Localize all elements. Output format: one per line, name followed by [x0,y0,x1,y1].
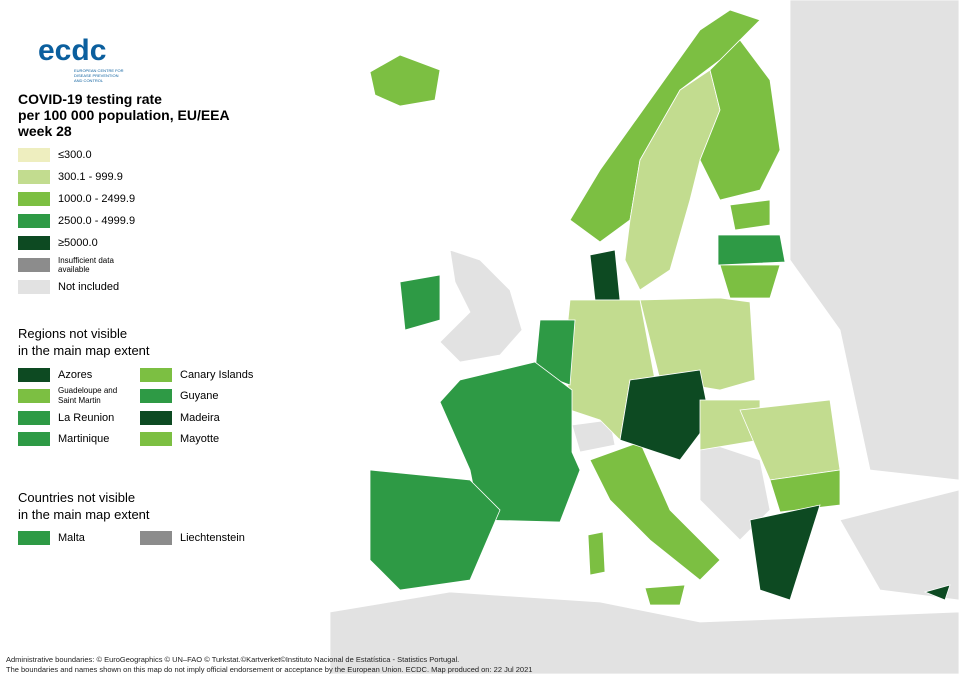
finland [699,39,781,201]
czechia-austria [619,369,711,461]
legend-label: Malta [58,531,85,544]
swatch [18,280,50,294]
legend-item: ≥5000.0 [18,232,136,254]
not-included-switzerland [571,419,616,453]
denmark [589,249,621,301]
not-included-uk [439,249,523,363]
title-line: per 100 000 population, EU/EEA [18,107,230,123]
legend-label: Mayotte [180,433,220,446]
swatch [18,258,50,272]
title: COVID-19 testing rate per 100 000 populat… [18,91,230,139]
legend-item: 2500.0 - 4999.9 [18,210,136,232]
footer-line: Administrative boundaries: © EuroGeograp… [6,655,460,664]
swatch [18,148,50,162]
legend-label: Martinique [58,433,110,446]
logo-subtitle: EUROPEAN CENTRE FOR DISEASE PREVENTION A… [74,68,124,83]
france [439,361,581,523]
legend-item: 1000.0 - 2499.9 [18,188,136,210]
countries-title: Countries not visible in the main map ext… [18,489,150,523]
swatch [18,410,50,425]
legend-label: 1000.0 - 2499.9 [58,193,136,205]
logo-name: ecdc [38,34,107,67]
swatch [18,214,50,228]
legend: ≤300.0 300.1 - 999.9 1000.0 - 2499.9 2500.0… [18,144,136,298]
swatch [18,432,50,447]
logo: ecdc EUROPEAN CENTRE FOR DISEASE PREVENT… [18,4,124,83]
title-line: week 28 [18,123,72,139]
legend-label: Azores [58,368,93,381]
swatch [18,530,50,545]
legend-label: Liechtenstein [180,531,245,544]
legend-item: ≤300.0 [18,144,136,166]
title-line: COVID-19 testing rate [18,91,162,107]
iberia [369,469,501,591]
regions-legend: Azores Canary Islands Guadeloupe and Saint… [18,364,280,450]
swatch [140,367,172,382]
region-item: Mayotte [140,429,280,451]
countries-legend: Malta Liechtenstein [18,527,280,549]
cyprus [923,584,951,601]
greece [749,504,821,601]
legend-label: Madeira [180,411,220,424]
sardinia [587,531,606,576]
legend-label: La Reunion [58,411,115,424]
region-item: Guadeloupe and Saint Martin [18,386,140,408]
section-title-line: Countries not visible [18,490,136,505]
swatch [140,530,172,545]
swatch [140,410,172,425]
swatch [18,192,50,206]
region-item: Canary Islands [140,364,280,386]
not-included-east [789,0,959,481]
legend-label: Guyane [180,390,219,403]
legend-label: 300.1 - 999.9 [58,171,123,183]
legend-label: ≥5000.0 [58,237,98,249]
footer-line: The boundaries and names shown on this m… [6,664,533,674]
swatch [18,389,50,404]
legend-item: 300.1 - 999.9 [18,166,136,188]
country-item: Malta [18,527,140,549]
legend-item: Not included [18,276,136,298]
swatch [18,236,50,250]
swatch [140,432,172,447]
latvia [717,234,786,266]
lithuania [719,264,781,299]
section-title-line: in the main map extent [18,343,150,358]
section-title-line: Regions not visible [18,326,128,341]
swatch [140,389,172,404]
legend-label: Canary Islands [180,368,254,381]
poland [639,297,756,391]
region-item: Martinique [18,429,140,451]
footer: Administrative boundaries: © EuroGeograp… [6,655,532,674]
iceland [369,54,441,107]
legend-label: Insufficient data available [58,256,114,274]
legend-label: ≤300.0 [58,149,92,161]
legend-item: Insufficient data available [18,254,136,276]
legend-label: Guadeloupe and Saint Martin [58,386,118,406]
regions-title: Regions not visible in the main map exten… [18,325,150,359]
region-item: Guyane [140,386,280,408]
bulgaria [769,469,841,513]
region-item: La Reunion [18,407,140,429]
benelux [534,319,576,386]
section-title-line: in the main map extent [18,507,150,522]
sicily [644,584,686,606]
legend-label: 2500.0 - 4999.9 [58,215,136,227]
region-item: Madeira [140,407,280,429]
sweden [624,69,721,291]
region-item: Azores [18,364,140,386]
italy [589,441,721,581]
not-included-turkey [839,489,959,601]
swatch [18,367,50,382]
country-item: Liechtenstein [140,527,280,549]
legend-label: Not included [58,281,120,293]
ireland [399,274,441,331]
not-included-africa [329,591,959,674]
estonia [729,199,771,231]
swatch [18,170,50,184]
